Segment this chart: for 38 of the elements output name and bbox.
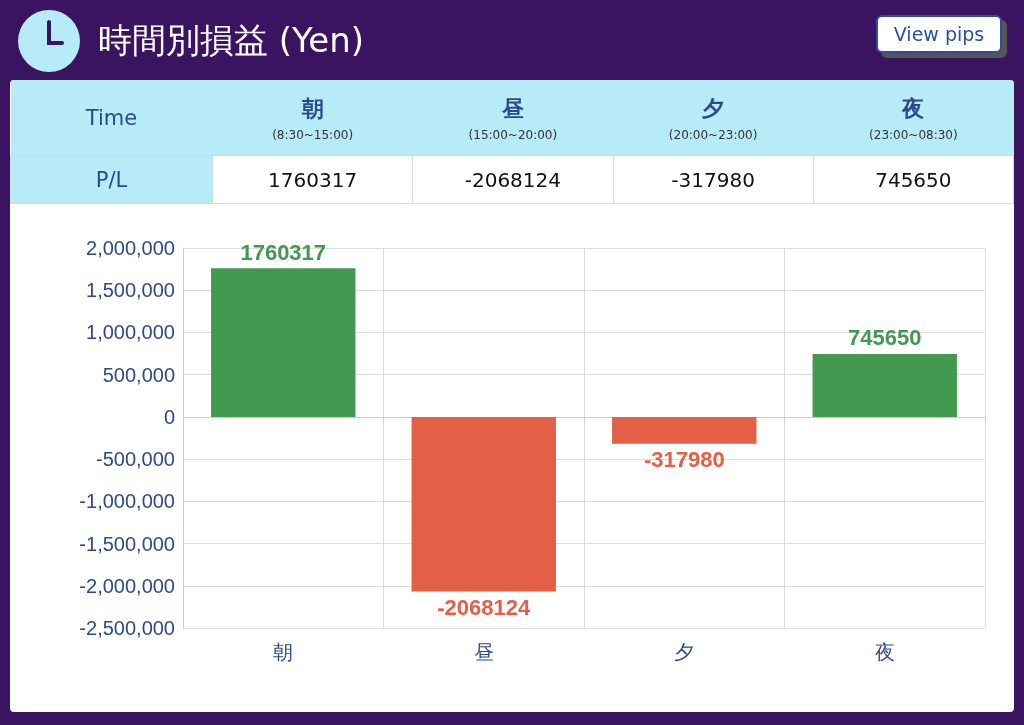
y-tick-label: 500,000 <box>102 363 175 386</box>
text: -317980 <box>643 447 725 473</box>
text: Time <box>10 80 213 156</box>
bar <box>812 353 957 417</box>
data-label: 1760317 <box>212 155 413 204</box>
text: (23:00~08:30) <box>868 127 959 142</box>
bar <box>411 416 556 592</box>
data-label: 745650 <box>813 155 1014 204</box>
data-label: -2068124 <box>412 155 613 204</box>
text: View pips <box>876 15 1002 53</box>
category-label: 夜 <box>902 95 925 121</box>
chart-title: 時間別損益 (Yen) <box>98 19 365 62</box>
y-tick-label: -1,000,000 <box>79 490 175 513</box>
y-tick-label: 0 <box>163 405 175 428</box>
text: (20:00~23:00) <box>667 127 759 142</box>
y-tick-label: 2,000,000 <box>86 237 175 259</box>
x-tick-label: 夜 <box>874 641 895 663</box>
category-label: 昼 <box>501 95 524 121</box>
y-tick-label: -2,500,000 <box>79 617 175 639</box>
text: -2068124 <box>437 595 531 621</box>
text: 1760317 <box>240 239 327 265</box>
x-tick-label: 昼 <box>473 641 494 663</box>
bar <box>211 268 356 417</box>
x-tick-label: 朝 <box>273 641 294 663</box>
category-label: 夕 <box>702 95 725 121</box>
y-tick-label: -2,000,000 <box>79 574 175 597</box>
text: (8:30~15:00) <box>271 127 355 142</box>
category-label: 朝 <box>301 95 324 121</box>
x-tick-label: 夕 <box>674 641 695 663</box>
data-label: -317980 <box>613 155 814 204</box>
bar <box>612 416 757 444</box>
text: 745650 <box>848 325 922 351</box>
y-tick-label: 1,500,000 <box>86 279 175 302</box>
text: (15:00~20:00) <box>467 127 559 142</box>
y-tick-label: -500,000 <box>96 448 175 471</box>
y-tick-label: 1,000,000 <box>86 321 175 344</box>
text: P/L <box>10 155 213 204</box>
y-tick-label: -1,500,000 <box>79 532 175 555</box>
